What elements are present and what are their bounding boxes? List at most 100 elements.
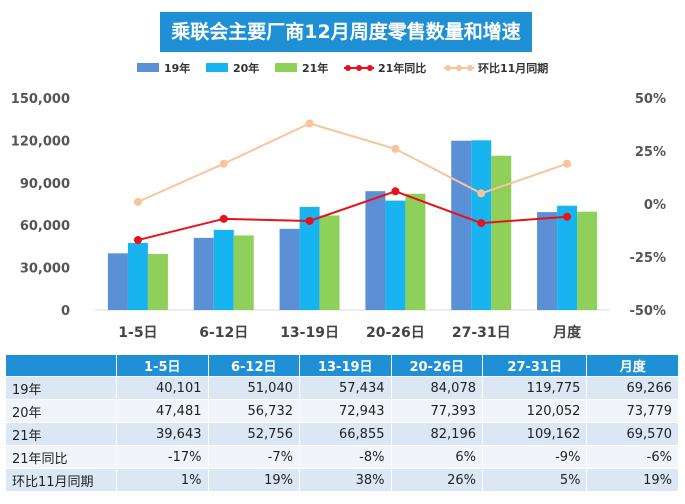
bar-20年 (385, 200, 406, 310)
table-row: 20年 47,481 56,732 72,943 77,393 120,052 … (5, 399, 679, 423)
point-21年同比 (305, 216, 314, 225)
table-cell: -7% (207, 445, 300, 469)
bar-20年 (213, 229, 234, 310)
x-axis-tick-label: 月度 (552, 324, 582, 341)
y2-axis-tick-label: 50% (635, 92, 666, 107)
x-axis-tick-label: 20-26日 (366, 325, 425, 341)
table-cell: -17% (116, 445, 209, 469)
x-axis-tick-label: 27-31日 (452, 325, 511, 341)
bar-21年 (491, 155, 512, 310)
point-环比11月同期 (563, 159, 572, 168)
table-row-label: 19年 (5, 376, 117, 400)
y-axis-tick-label: 90,000 (20, 177, 70, 192)
table-row-label: 20年 (5, 399, 117, 423)
legend-swatch (137, 63, 159, 72)
legend-label: 21年同比 (378, 61, 426, 75)
chart-area: 150,000 120,000 90,000 60,000 30,000 0 50% 25% 0… (11, 61, 666, 341)
point-21年同比 (133, 236, 142, 245)
table-cell: -6% (586, 445, 679, 469)
table-cell: 119,775 (481, 376, 588, 400)
y-axis-tick-label: 0 (61, 304, 70, 319)
table-cell: 69,266 (586, 376, 679, 400)
table-cell: 19% (586, 468, 679, 492)
table-cell: 120,052 (481, 399, 588, 423)
table-header-cell: 20-26日 (390, 354, 483, 377)
point-环比11月同期 (391, 144, 400, 153)
legend-label: 19年 (164, 61, 190, 75)
y-axis-tick-label: 30,000 (20, 262, 70, 277)
table-row-label: 环比11月同期 (5, 468, 117, 492)
table-header-cell (5, 354, 117, 377)
bar-21年 (405, 193, 426, 310)
table-cell: 52,756 (207, 422, 300, 446)
legend-label: 20年 (233, 61, 259, 75)
table-cell: 66,855 (299, 422, 392, 446)
table-cell: 38% (299, 468, 392, 492)
point-环比11月同期 (133, 197, 142, 206)
table-row: 环比11月同期 1% 19% 38% 26% 5% 19% (5, 468, 679, 492)
legend-marker (356, 65, 362, 71)
x-axis-tick-label: 13-19日 (280, 325, 339, 341)
table-cell: 73,779 (586, 399, 679, 423)
x-axis-tick-label: 6-12日 (199, 325, 248, 341)
legend-swatch (275, 63, 297, 72)
y2-axis-tick-label: -25% (629, 251, 666, 266)
table-cell: 109,162 (481, 422, 588, 446)
table-cell: 40,101 (116, 376, 209, 400)
table-cell: 57,434 (299, 376, 392, 400)
bar-20年 (127, 242, 148, 310)
table-row: 21年 39,643 52,756 66,855 82,196 109,162 … (5, 422, 679, 446)
legend-marker (367, 65, 373, 71)
table-header-cell: 13-19日 (299, 354, 392, 377)
point-21年同比 (391, 187, 400, 196)
bar-19年 (279, 228, 300, 310)
legend-label: 21年 (302, 61, 328, 75)
bar-20年 (557, 205, 578, 310)
table-row: 19年 40,101 51,040 57,434 84,078 119,775 … (5, 376, 679, 400)
y-axis-tick-label: 150,000 (11, 92, 70, 107)
table-header-cell: 1-5日 (116, 354, 209, 377)
point-21年同比 (563, 212, 572, 221)
line-环比11月同期 (137, 122, 568, 203)
bar-19年 (193, 237, 214, 310)
legend-label: 环比11月同期 (478, 61, 548, 75)
y2-axis-tick-label: 0% (644, 198, 666, 213)
table-row-label: 21年 (5, 422, 117, 446)
y-axis-tick-label: 120,000 (11, 134, 70, 149)
y2-axis-tick-label: 25% (635, 145, 666, 160)
y-axis-tick-label: 60,000 (20, 219, 70, 234)
table-cell: 39,643 (116, 422, 209, 446)
bar-21年 (319, 215, 340, 310)
legend-marker (467, 65, 473, 71)
bar-19年 (365, 191, 386, 310)
point-环比11月同期 (305, 119, 314, 128)
bar-21年 (577, 211, 598, 310)
table-cell: 5% (481, 468, 588, 492)
point-环比11月同期 (477, 189, 486, 198)
data-table: 1-5日 6-12日 13-19日 20-26日 27-31日 月度 19年 4… (5, 354, 679, 492)
point-环比11月同期 (219, 159, 228, 168)
table-cell: 69,570 (586, 422, 679, 446)
legend-swatch (206, 63, 228, 72)
table-cell: 77,393 (390, 399, 483, 423)
x-axis-tick-label: 1-5日 (118, 325, 157, 341)
bar-21年 (233, 235, 254, 310)
table-cell: -8% (299, 445, 392, 469)
table-header-cell: 6-12日 (207, 354, 300, 377)
table-header-cell: 27-31日 (481, 354, 588, 377)
table-header-cell: 月度 (586, 354, 679, 377)
legend-marker (445, 65, 451, 71)
table-row-label: 21年同比 (5, 445, 117, 469)
table-row: 21年同比 -17% -7% -8% 6% -9% -6% (5, 445, 679, 469)
bar-19年 (537, 212, 558, 310)
point-21年同比 (219, 214, 228, 223)
table-cell: 47,481 (116, 399, 209, 423)
table-header-row: 1-5日 6-12日 13-19日 20-26日 27-31日 月度 (5, 354, 679, 377)
bar-21年 (147, 253, 168, 310)
table-cell: -9% (481, 445, 588, 469)
legend-marker (456, 65, 462, 71)
table-cell: 72,943 (299, 399, 392, 423)
table-cell: 1% (116, 468, 209, 492)
bar-20年 (299, 206, 320, 310)
table-cell: 19% (207, 468, 300, 492)
